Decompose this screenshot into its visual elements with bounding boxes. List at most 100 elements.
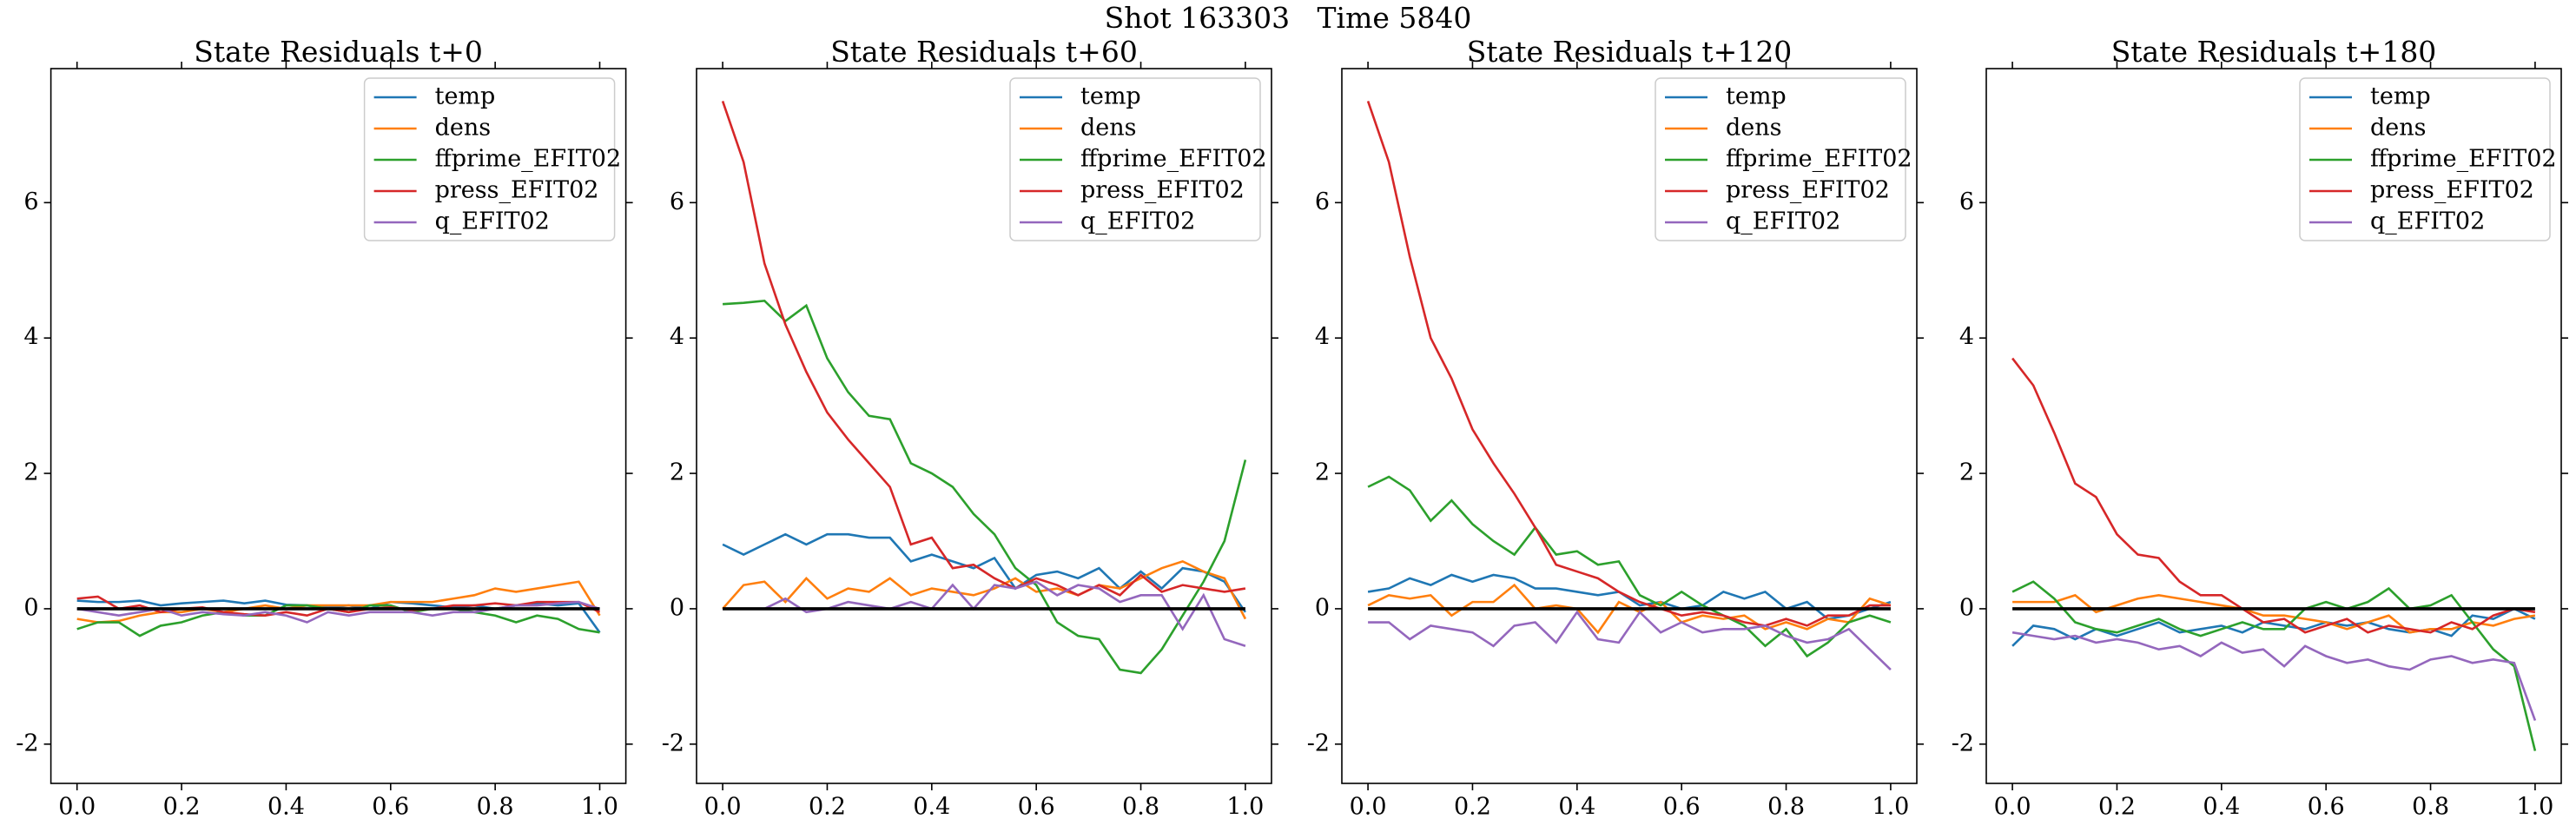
legend-label: press_EFIT02: [2370, 177, 2534, 204]
legend: temp dens ffprime_EFIT02 press_EFIT02 q_EFIT…: [1009, 77, 1267, 241]
series-line: [1367, 583, 1892, 635]
x-tick-label: 0.4: [913, 794, 950, 819]
subplot: State Residuals t+60 0.0 0.2 0.4 0.6 0.8 1.0 -2…: [662, 35, 1278, 819]
plot-frame: [1341, 68, 1918, 784]
legend-label: dens: [1726, 115, 1782, 142]
x-tick-label: 0.0: [1350, 794, 1387, 819]
legend-label: ffprime_EFIT02: [1726, 146, 1912, 173]
x-tick-label: 0.6: [1663, 794, 1701, 819]
x-tick-label: 0.6: [1018, 794, 1055, 819]
plot-frame: [1985, 68, 2562, 784]
series-line: [1367, 573, 1892, 620]
panel-title: State Residuals t+0: [194, 35, 483, 69]
y-tick-label: 6: [1315, 188, 1330, 215]
x-tick-label: 0.2: [809, 794, 846, 819]
series-line: [723, 299, 1247, 675]
legend-label: dens: [435, 115, 492, 142]
legend-label: press_EFIT02: [1726, 177, 1890, 204]
y-tick-label: 0: [670, 594, 684, 621]
subplot: State Residuals t+180 0.0 0.2 0.4 0.6 0.8 1.0 -…: [1952, 35, 2568, 819]
series-line: [723, 580, 1246, 648]
x-tick-label: 0.8: [1767, 794, 1805, 819]
y-tick-label: 6: [23, 188, 38, 215]
x-tick-label: 0.6: [372, 794, 409, 819]
y-tick-label: 4: [23, 324, 38, 351]
legend-label: ffprime_EFIT02: [1080, 146, 1267, 173]
y-tick-label: -2: [16, 730, 38, 756]
series-line: [722, 559, 1247, 620]
x-tick-label: 1.0: [1226, 794, 1264, 819]
x-tick-label: 0.4: [1558, 794, 1595, 819]
series-line: [721, 100, 1246, 597]
y-tick-label: 0: [1959, 594, 1974, 621]
series-line: [2011, 631, 2537, 721]
legend-label: temp: [2370, 83, 2431, 110]
legend-box: [363, 77, 616, 241]
x-tick-label: 0.0: [1994, 794, 2031, 819]
y-tick-label: 2: [1315, 459, 1330, 486]
series-line: [76, 580, 601, 624]
legend-box: [1009, 77, 1261, 241]
legend-label: temp: [1726, 83, 1787, 110]
series-line: [1366, 100, 1891, 627]
y-tick-label: 4: [1959, 324, 1974, 351]
x-tick-label: 0.8: [2412, 794, 2449, 819]
legend-label: q_EFIT02: [1080, 208, 1195, 235]
legend-box: [1655, 77, 1906, 241]
subplot: State Residuals t+120 0.0 0.2 0.4 0.6 0.8 1.0 -…: [1307, 35, 1924, 819]
x-tick-label: 1.0: [2516, 794, 2553, 819]
legend-label: q_EFIT02: [1726, 208, 1840, 235]
y-tick-label: 4: [670, 324, 684, 351]
series-line: [1367, 475, 1892, 658]
y-tick-label: 6: [1959, 188, 1974, 215]
x-tick-label: 0.2: [2098, 794, 2136, 819]
y-tick-label: 4: [1315, 324, 1330, 351]
x-tick-label: 0.0: [58, 794, 96, 819]
legend-box: [2299, 77, 2551, 241]
panel-title: State Residuals t+120: [1467, 35, 1793, 69]
series-line: [2011, 357, 2536, 634]
y-tick-label: 2: [1959, 459, 1974, 486]
x-tick-label: 0.8: [1122, 794, 1159, 819]
legend-label: temp: [1080, 83, 1141, 110]
legend-label: press_EFIT02: [435, 177, 599, 204]
x-tick-label: 0.2: [163, 794, 201, 819]
y-tick-label: 6: [670, 188, 684, 215]
plot-frame: [50, 68, 627, 784]
series-line: [1368, 610, 1892, 671]
x-tick-label: 1.0: [581, 794, 618, 819]
legend-label: temp: [435, 83, 496, 110]
legend: temp dens ffprime_EFIT02 press_EFIT02 q_EFIT…: [1655, 77, 1912, 241]
series-line: [2012, 593, 2536, 634]
plot-frame: [696, 68, 1272, 784]
legend-label: dens: [1080, 115, 1137, 142]
series-line: [722, 532, 1246, 613]
panel-title: State Residuals t+180: [2111, 35, 2437, 69]
series-line: [2011, 580, 2537, 751]
x-tick-label: 0.4: [268, 794, 305, 819]
y-tick-label: 0: [1315, 594, 1330, 621]
x-tick-label: 0.4: [2203, 794, 2240, 819]
legend-label: q_EFIT02: [2370, 208, 2485, 235]
x-tick-label: 0.0: [704, 794, 742, 819]
y-tick-label: 2: [23, 459, 38, 486]
legend-label: ffprime_EFIT02: [435, 146, 622, 173]
legend: temp dens ffprime_EFIT02 press_EFIT02 q_EFIT…: [363, 77, 622, 241]
x-tick-label: 1.0: [1872, 794, 1909, 819]
legend-label: q_EFIT02: [435, 208, 550, 235]
legend: temp dens ffprime_EFIT02 press_EFIT02 q_EFIT…: [2299, 77, 2557, 241]
figure-title: Shot 163303 Time 5840: [1105, 1, 1472, 35]
legend-label: ffprime_EFIT02: [2370, 146, 2557, 173]
y-tick-label: -2: [1952, 730, 1974, 756]
y-tick-label: -2: [1307, 730, 1330, 756]
x-tick-label: 0.2: [1454, 794, 1491, 819]
y-tick-label: 2: [670, 459, 684, 486]
y-tick-label: 0: [23, 594, 38, 621]
x-tick-label: 0.6: [2308, 794, 2345, 819]
subplot: State Residuals t+0 0.0 0.2 0.4 0.6 0.8 1.0 -2 0…: [16, 35, 633, 819]
x-tick-label: 0.8: [477, 794, 514, 819]
legend-label: press_EFIT02: [1080, 177, 1245, 204]
legend-label: dens: [2370, 115, 2427, 142]
y-tick-label: -2: [662, 730, 684, 756]
